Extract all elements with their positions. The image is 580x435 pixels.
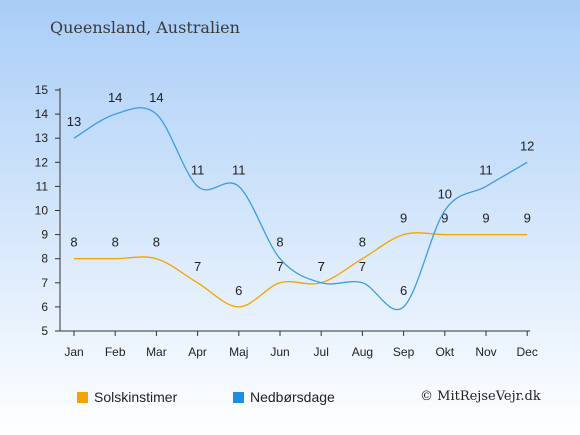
y-tick-label: 15 <box>35 83 49 97</box>
x-tick-label: Jun <box>270 345 289 359</box>
y-tick-label: 8 <box>41 252 48 266</box>
x-tick-label: Dec <box>517 345 538 359</box>
data-label-rain: 12 <box>520 138 534 153</box>
data-label-sunshine: 8 <box>112 235 119 250</box>
y-tick-label: 11 <box>36 179 49 193</box>
credit-text: © MitRejseVejr.dk <box>420 389 541 404</box>
data-label-rain: 14 <box>108 90 122 105</box>
x-tick-label: Okt <box>435 345 454 359</box>
legend-item-rain: Nedbørsdage <box>233 389 335 405</box>
x-tick-label: Sep <box>393 345 415 359</box>
chart-title: Queensland, Australien <box>50 18 240 37</box>
data-label-sunshine: 7 <box>318 259 325 274</box>
data-label-sunshine: 9 <box>482 211 489 226</box>
y-tick-label: 12 <box>35 155 49 169</box>
data-label-sunshine: 6 <box>235 283 242 298</box>
x-tick-label: Nov <box>475 345 496 359</box>
data-label-rain: 11 <box>479 162 493 177</box>
data-label-sunshine: 9 <box>441 211 448 226</box>
data-label-sunshine: 8 <box>359 235 366 250</box>
data-label-rain: 11 <box>232 162 246 177</box>
legend-swatch-sunshine <box>77 391 88 403</box>
y-tick-label: 10 <box>35 204 49 218</box>
data-label-sunshine: 8 <box>153 235 160 250</box>
y-tick-label: 6 <box>41 300 48 314</box>
data-label-sunshine: 7 <box>276 259 283 274</box>
data-label-rain: 7 <box>359 259 366 274</box>
data-label-sunshine: 7 <box>194 259 201 274</box>
y-tick-label: 14 <box>35 107 49 121</box>
data-label-rain: 7 <box>318 259 325 274</box>
data-label-rain: 13 <box>67 114 81 129</box>
x-tick-label: Mar <box>146 345 167 359</box>
legend-label-sunshine: Solskinstimer <box>94 389 178 405</box>
data-label-sunshine: 9 <box>400 211 407 226</box>
data-label-sunshine: 8 <box>70 235 77 250</box>
y-tick-label: 9 <box>41 228 48 242</box>
series-line-rain <box>73 107 528 311</box>
x-tick-label: Jul <box>314 345 329 359</box>
y-tick-label: 7 <box>41 276 48 290</box>
y-tick-label: 13 <box>35 131 49 145</box>
data-label-rain: 8 <box>276 235 283 250</box>
data-label-rain: 11 <box>191 162 205 177</box>
data-label-rain: 14 <box>149 90 163 105</box>
series-line-sunshine <box>74 232 528 308</box>
legend-swatch-rain <box>233 391 244 403</box>
x-tick-label: Aug <box>352 345 373 359</box>
x-tick-label: Maj <box>229 345 248 359</box>
x-tick-label: Feb <box>105 345 126 359</box>
legend-label-rain: Nedbørsdage <box>250 389 335 405</box>
data-label-rain: 6 <box>400 283 407 298</box>
legend-item-sunshine: Solskinstimer <box>77 389 177 405</box>
data-label-sunshine: 9 <box>524 211 531 226</box>
y-tick-label: 5 <box>41 324 48 338</box>
x-tick-label: Jan <box>64 345 83 359</box>
data-label-rain: 10 <box>438 187 452 202</box>
x-tick-label: Apr <box>188 345 207 359</box>
